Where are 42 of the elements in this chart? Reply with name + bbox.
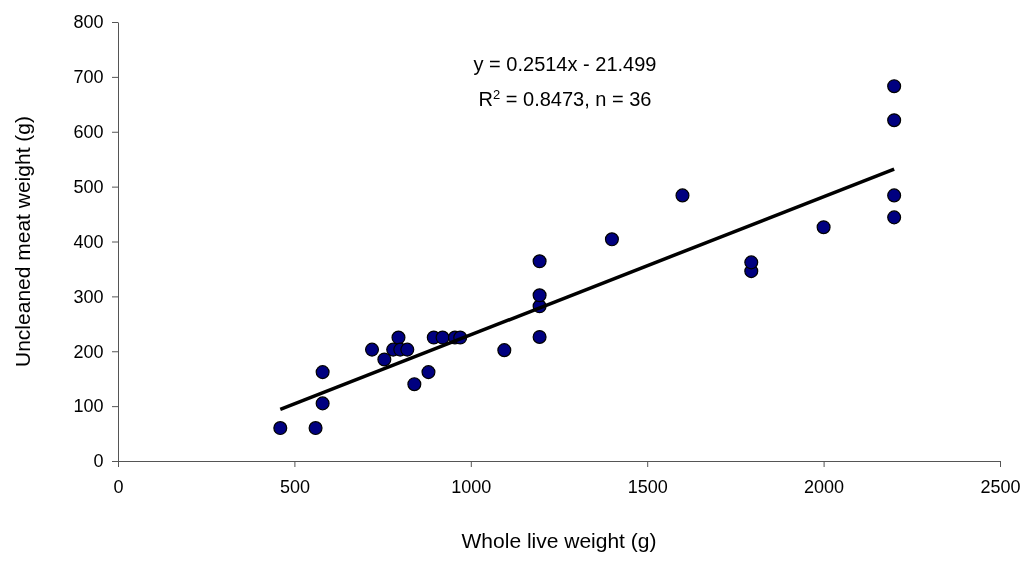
x-axis-title: Whole live weight (g) [461, 529, 657, 552]
point [400, 342, 415, 357]
point [364, 342, 380, 357]
y-tick-label: 0 [93, 451, 104, 472]
point [532, 288, 547, 303]
y-tick-label: 800 [73, 12, 104, 33]
point [421, 365, 436, 380]
y-tick-label: 300 [73, 286, 104, 307]
point [273, 421, 288, 436]
x-tick-label: 500 [279, 477, 310, 498]
y-tick-label: 700 [73, 67, 104, 88]
y-tick-label: 200 [73, 341, 104, 362]
x-tick-label: 1500 [627, 477, 668, 498]
point [604, 232, 619, 247]
point [887, 79, 902, 94]
point [315, 396, 330, 411]
y-tick-label: 100 [73, 396, 104, 417]
x-tick-label: 2500 [980, 477, 1021, 498]
point [887, 113, 902, 128]
point [887, 188, 902, 203]
x-tick-label: 0 [113, 477, 124, 498]
y-tick-label: 500 [73, 176, 104, 197]
annotation: R$^{2}$ = 0.8473, n = 36 [478, 86, 652, 110]
point [744, 255, 759, 270]
annotation: y = 0.2514x - 21.499 [473, 53, 657, 75]
y-tick-label: 600 [73, 122, 104, 143]
point [315, 365, 330, 380]
point [532, 254, 547, 269]
point [391, 330, 406, 345]
point [675, 188, 690, 203]
point [887, 210, 902, 225]
point [377, 352, 392, 367]
point [407, 377, 422, 392]
point [308, 421, 323, 436]
y-tick-label: 400 [73, 231, 104, 252]
x-tick-label: 2000 [804, 477, 845, 498]
point [816, 220, 831, 235]
point [497, 343, 512, 358]
x-tick-label: 1000 [451, 477, 492, 498]
point [532, 329, 547, 344]
y-axis-title: Uncleaned meat weight (g) [11, 116, 34, 367]
point [435, 330, 450, 345]
